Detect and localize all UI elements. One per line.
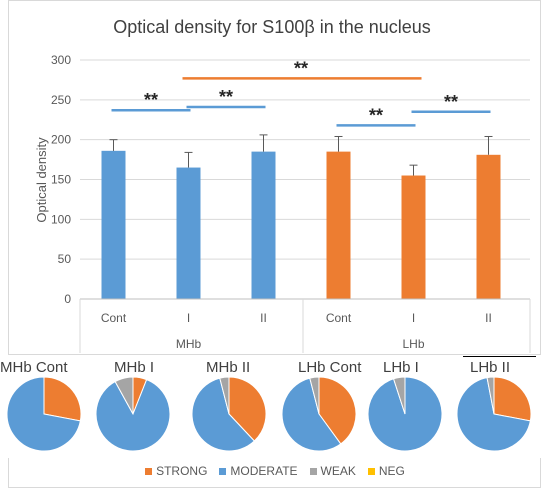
pie-title: LHb Cont <box>298 359 362 376</box>
y-tick-label: 300 <box>51 53 71 67</box>
legend-swatch <box>145 467 153 475</box>
bar-mhb-ii <box>251 151 276 299</box>
pie-lhb-cont <box>281 376 357 452</box>
pie-title: LHb I <box>383 359 419 376</box>
pie-slice-strong <box>228 376 267 442</box>
x-tick-label: Cont <box>101 311 127 325</box>
legend-item-strong: STRONG <box>145 464 207 478</box>
pie-slice-moderate <box>456 377 531 452</box>
legend-swatch <box>309 467 317 475</box>
pie-slice-weak <box>392 376 406 415</box>
pie-lhb-i <box>367 376 443 452</box>
pie-legend: STRONG MODERATE WEAK NEG <box>0 462 550 480</box>
x-tick-label: I <box>187 311 190 325</box>
pie-slice-strong <box>493 376 532 422</box>
pie-mhb-i <box>95 376 171 452</box>
pie-slice-weak <box>486 376 495 415</box>
bar-lhb-i <box>401 175 426 299</box>
pie-slice-moderate <box>191 377 256 452</box>
bar-lhb-cont <box>326 151 351 299</box>
group-label: MHb <box>176 337 202 351</box>
pie-slice-moderate <box>95 378 171 452</box>
significance-label: ** <box>144 90 158 110</box>
legend-swatch <box>219 467 227 475</box>
pie-mhb-cont <box>6 376 82 452</box>
legend-label: WEAK <box>320 464 356 478</box>
legend-label: STRONG <box>156 464 208 478</box>
pie-title: MHb I <box>114 359 155 376</box>
significance-label: ** <box>444 92 458 112</box>
pie-slice-moderate <box>367 376 443 452</box>
y-tick-label: 250 <box>51 93 71 107</box>
legend-frame <box>8 458 541 488</box>
pie-slice-moderate <box>6 376 81 452</box>
x-tick-label: Cont <box>326 311 352 325</box>
legend-item-moderate: MODERATE <box>219 464 298 478</box>
pie-mhb-ii <box>191 376 267 452</box>
chart-title: Optical density for S100β in the nucleus <box>113 17 431 37</box>
pie-slice-strong <box>132 376 148 415</box>
significance-label: ** <box>294 58 308 78</box>
y-tick-label: 50 <box>58 252 72 266</box>
x-tick-label: II <box>260 311 267 325</box>
y-axis-label: Optical density <box>34 137 49 223</box>
pie-title: LHb II <box>470 359 511 376</box>
significance-label: ** <box>219 87 233 107</box>
bar-chart: Optical density for S100β in the nucleus… <box>34 17 531 353</box>
pie-slice-weak <box>219 376 230 415</box>
pie-title: MHb II <box>206 359 251 376</box>
title-underline <box>463 356 536 357</box>
y-tick-label: 200 <box>51 133 71 147</box>
pie-slice-strong <box>318 376 357 445</box>
bar-mhb-i <box>176 167 201 299</box>
group-label: LHb <box>402 337 424 351</box>
bar-lhb-ii <box>476 154 501 299</box>
pie-slice-strong <box>43 376 82 422</box>
legend-item-weak: WEAK <box>309 464 356 478</box>
pie-slice-moderate <box>281 377 342 452</box>
legend-swatch <box>367 467 375 475</box>
legend-label: NEG <box>378 464 405 478</box>
bar-mhb-cont <box>101 150 126 299</box>
pie-slice-weak <box>309 376 320 415</box>
significance-label: ** <box>369 105 383 125</box>
pie-lhb-ii <box>456 376 532 452</box>
y-tick-label: 150 <box>51 173 71 187</box>
x-tick-label: I <box>412 311 415 325</box>
x-tick-label: II <box>485 311 492 325</box>
pie-title: MHb Cont <box>0 359 68 376</box>
pie-slice-weak <box>114 376 134 415</box>
legend-item-neg: NEG <box>367 464 405 478</box>
y-tick-label: 100 <box>51 212 71 226</box>
y-tick-label: 0 <box>64 292 71 306</box>
legend-label: MODERATE <box>230 464 298 478</box>
